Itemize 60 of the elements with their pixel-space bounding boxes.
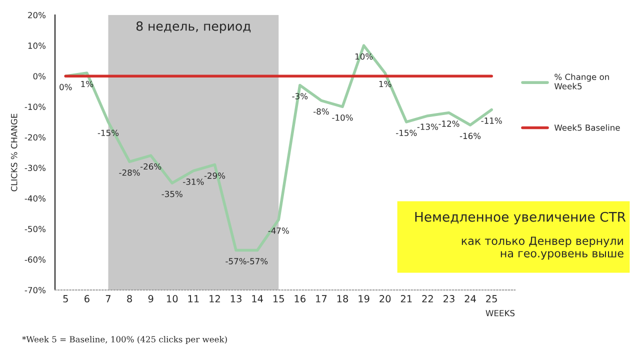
y-tick-label: -70%: [24, 286, 46, 294]
y-tick-label: 20%: [28, 12, 46, 18]
data-label: -26%: [140, 163, 162, 170]
x-tick-label: 11: [188, 295, 199, 302]
x-tick-label: 19: [358, 295, 370, 302]
x-tick-label: 6: [84, 295, 90, 302]
data-label: -57%: [226, 258, 246, 264]
y-tick-label: -30%: [24, 164, 46, 172]
data-label: -10%: [332, 114, 353, 121]
data-label: -35%: [162, 190, 182, 198]
y-tick-label: -50%: [24, 226, 46, 232]
annotation: как только Денвер вернули на гео.уровень выше: [462, 236, 624, 260]
y-axis-title: CLICKS % CHANGE: [10, 114, 18, 192]
x-tick-label: 5: [63, 295, 68, 302]
x-tick-label: 17: [316, 295, 327, 302]
data-label: -29%: [204, 172, 226, 179]
annotation: Немедленное увеличение CTR: [415, 212, 626, 224]
data-label: -15%: [98, 130, 119, 136]
data-label: -31%: [183, 178, 204, 185]
x-tick-label: 16: [294, 295, 306, 302]
data-label: -13%: [417, 124, 438, 130]
x-tick-label: 20: [380, 295, 391, 302]
data-label: -3%: [292, 93, 308, 100]
data-label: -16%: [460, 132, 481, 140]
band-label: 8 недель, период: [136, 21, 251, 34]
y-tick-label: -10%: [24, 104, 46, 110]
y-tick-label: 10%: [28, 42, 46, 49]
y-tick-label: -60%: [24, 256, 46, 263]
x-tick-label: 23: [444, 295, 454, 302]
legend-label: Week5 Baseline: [554, 124, 620, 131]
x-tick-label: 18: [337, 295, 348, 302]
x-tick-label: 7: [106, 295, 111, 302]
y-tick-label: 0%: [33, 73, 46, 80]
x-tick-label: 24: [464, 295, 476, 302]
data-label: -28%: [119, 169, 140, 176]
x-tick-label: 9: [148, 295, 154, 302]
data-label: 10%: [355, 53, 373, 60]
x-tick-label: 8: [127, 295, 132, 302]
data-label: 1%: [379, 80, 392, 88]
legend-label: % Change on Week5: [554, 74, 609, 90]
data-label: -47%: [268, 228, 289, 234]
data-label: -57%: [246, 258, 268, 264]
data-label: -12%: [438, 120, 460, 127]
x-tick-label: 12: [210, 295, 220, 302]
y-tick-label: -20%: [24, 134, 46, 141]
x-tick-label: 10: [167, 295, 178, 302]
x-tick-label: 14: [252, 295, 263, 302]
x-tick-label: 13: [230, 295, 242, 302]
x-tick-label: 25: [486, 295, 497, 302]
data-label: 1%: [81, 80, 94, 88]
x-tick-label: 21: [400, 295, 412, 302]
text: *Week 5 = Baseline, 100% (425 clicks per week): [22, 336, 227, 344]
x-axis-title: WEEKS: [486, 310, 515, 316]
x-tick-label: 22: [422, 295, 433, 302]
x-tick-label: 15: [273, 295, 284, 302]
data-label: -8%: [314, 108, 329, 115]
data-label: 0%: [60, 84, 72, 90]
data-label: -11%: [481, 118, 502, 124]
y-tick-label: -40%: [24, 195, 46, 202]
data-label: -15%: [396, 130, 417, 136]
